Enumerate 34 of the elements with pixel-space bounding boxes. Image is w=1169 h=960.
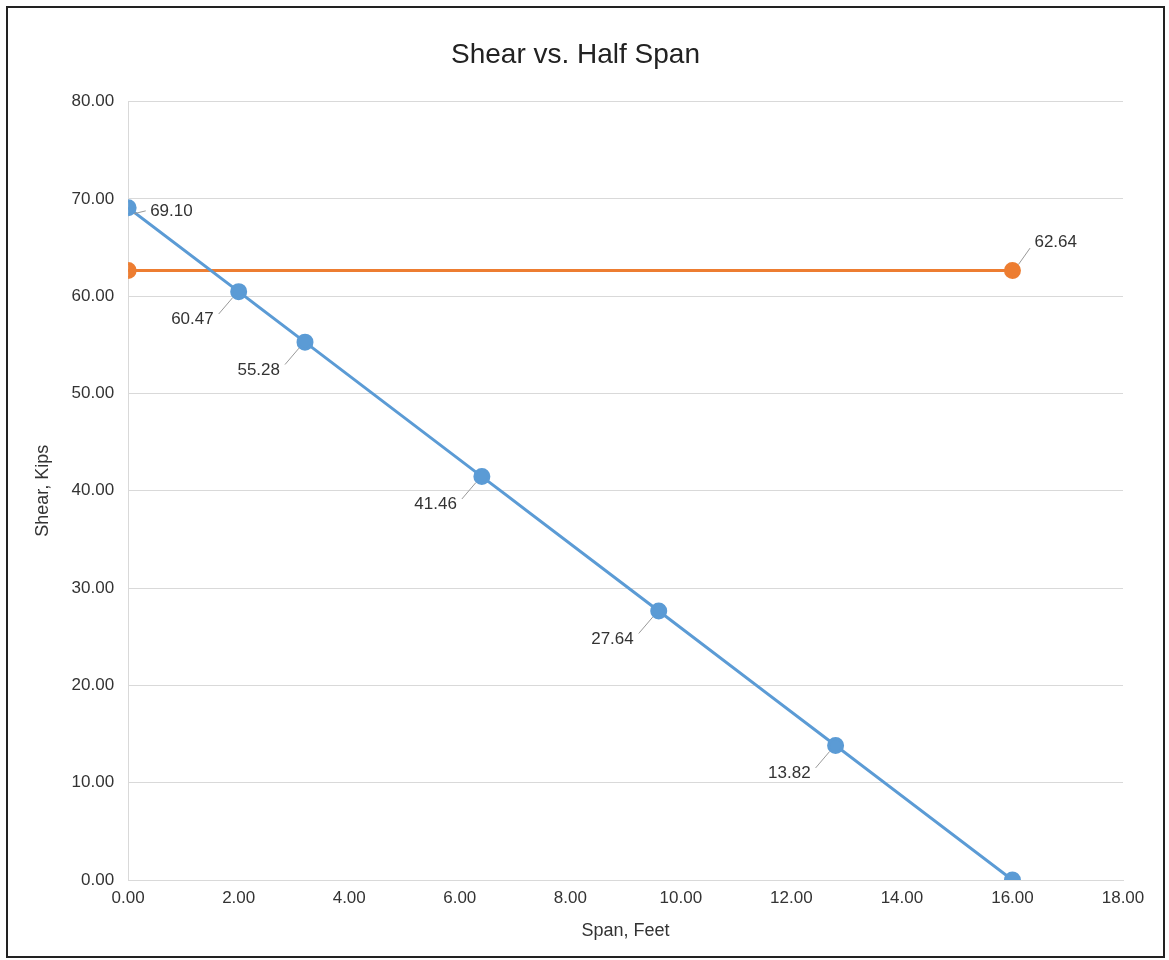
point xyxy=(827,737,845,755)
data-label: 62.64 xyxy=(1034,232,1078,252)
x-tick-label: 16.00 xyxy=(991,887,1034,907)
point xyxy=(296,333,314,351)
y-tick-label: 30.00 xyxy=(71,577,115,597)
data-label: 27.64 xyxy=(591,628,634,648)
data-label: 13.82 xyxy=(768,763,811,783)
y-tick-label: 20.00 xyxy=(71,675,115,695)
point xyxy=(473,468,491,486)
y-tick-label: 50.00 xyxy=(71,383,115,403)
x-tick-label: 10.00 xyxy=(659,887,703,907)
x-tick-label: 8.00 xyxy=(553,887,587,907)
y-axis-title: Shear, Kips xyxy=(31,444,52,537)
chart-title: Shear vs. Half Span xyxy=(450,37,701,69)
x-tick-label: 4.00 xyxy=(332,887,366,907)
point xyxy=(650,602,668,620)
y-tick-label: 80.00 xyxy=(71,91,115,111)
x-axis-title: Span, Feet xyxy=(581,920,670,941)
data-label: 41.46 xyxy=(414,494,457,514)
data-label: 55.28 xyxy=(237,359,281,379)
y-tick-label: 70.00 xyxy=(71,188,115,208)
y-tick-label: 0.00 xyxy=(81,869,115,889)
x-tick-label: 14.00 xyxy=(880,887,924,907)
y-tick-label: 40.00 xyxy=(71,480,115,500)
y-tick-label: 10.00 xyxy=(71,772,115,792)
x-tick-label: 0.00 xyxy=(111,887,145,907)
x-tick-label: 18.00 xyxy=(1101,887,1145,907)
x-tick-label: 6.00 xyxy=(443,887,477,907)
y-tick-label: 60.00 xyxy=(71,285,115,305)
x-tick-label: 2.00 xyxy=(222,887,256,907)
data-label: 60.47 xyxy=(171,309,214,329)
x-tick-label: 12.00 xyxy=(770,887,813,907)
point xyxy=(230,283,248,301)
data-label: 69.10 xyxy=(150,201,193,221)
